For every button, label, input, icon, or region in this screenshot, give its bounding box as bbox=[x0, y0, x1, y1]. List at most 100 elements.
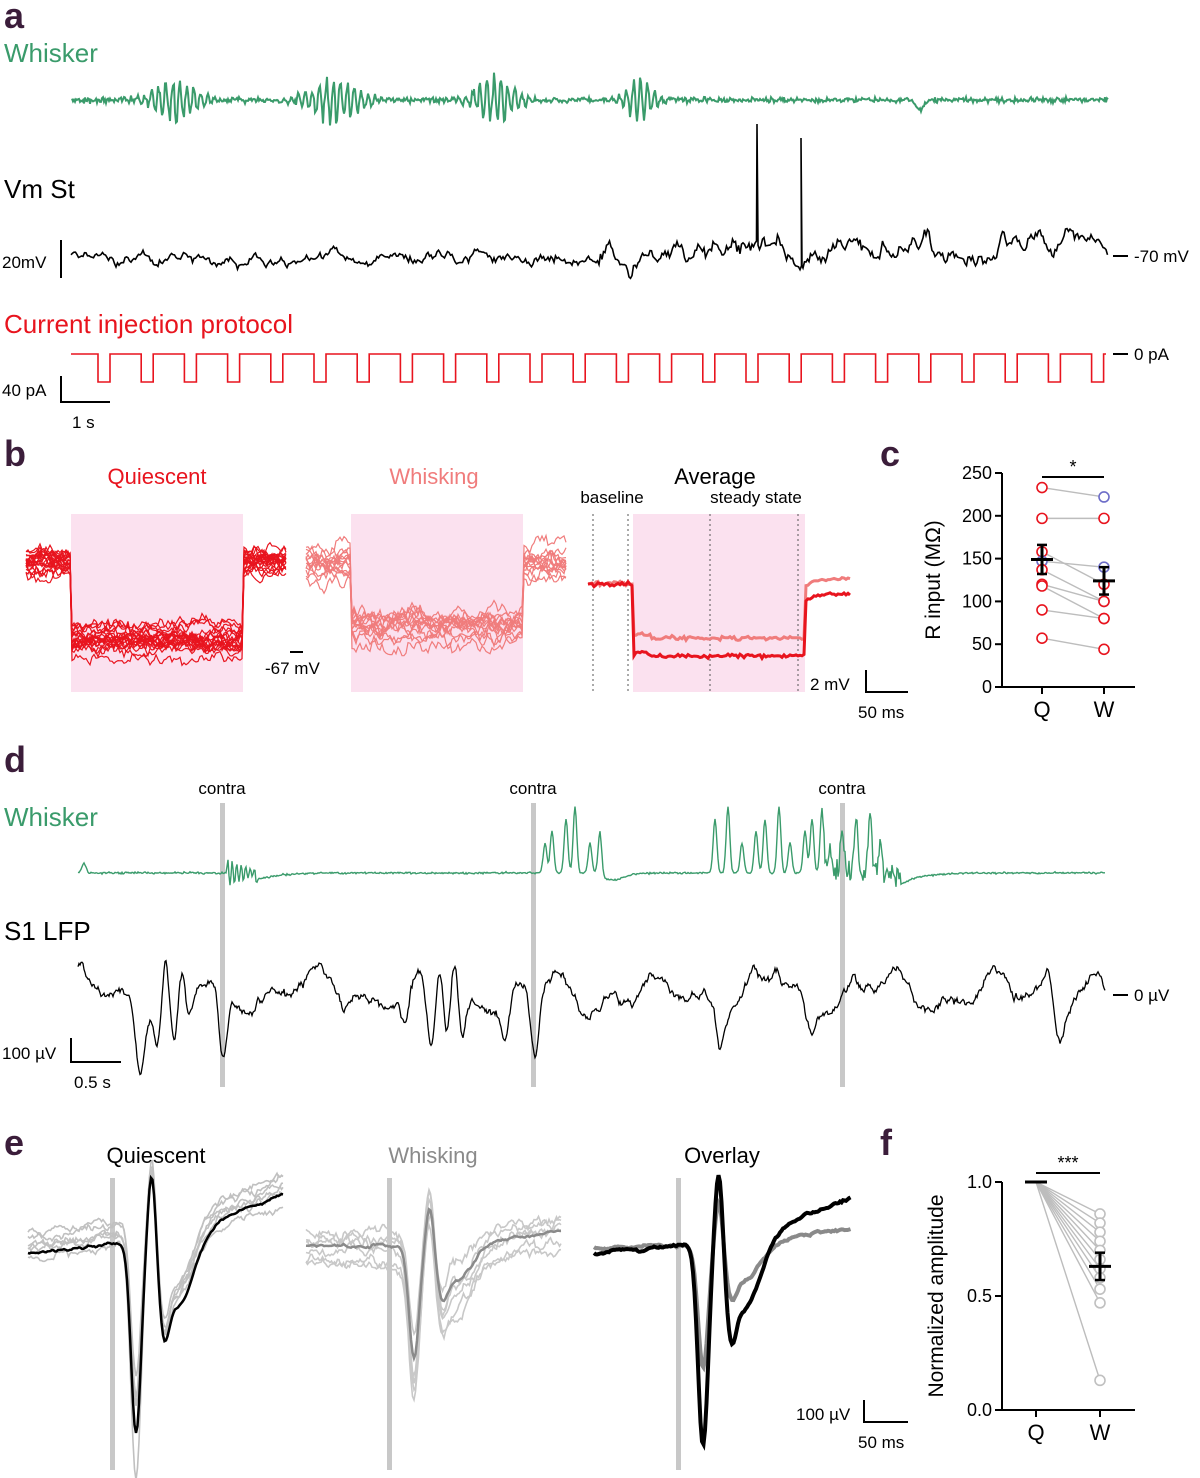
y-tick-label: 0.5 bbox=[967, 1286, 992, 1306]
y-axis-label: Normalized amplitude bbox=[925, 1194, 948, 1397]
pair-line bbox=[1035, 1181, 1101, 1242]
whisking-lfp-traces bbox=[305, 1186, 562, 1403]
whisking-title-b: Whisking bbox=[389, 464, 478, 489]
quiescent-shade bbox=[71, 514, 243, 692]
stim-bar-q bbox=[110, 1178, 115, 1470]
whisking-trial-trace bbox=[306, 1188, 562, 1384]
q-point bbox=[1036, 632, 1048, 645]
e-vscale-label: 100 µV bbox=[796, 1405, 851, 1424]
pair-line bbox=[1041, 560, 1105, 568]
lfp-trace bbox=[77, 959, 1106, 1076]
q-point bbox=[1036, 604, 1048, 616]
lfp-label: S1 LFP bbox=[4, 916, 91, 946]
q-point bbox=[1036, 481, 1048, 494]
chart-f: 0.0 0.5 1.0 Q W Normalized amplitude *** bbox=[925, 1153, 1135, 1445]
pair-line bbox=[1041, 551, 1105, 585]
vm-label: Vm St bbox=[4, 174, 76, 204]
w-point bbox=[1098, 612, 1110, 625]
y-tick-label: 0 bbox=[982, 677, 992, 697]
w-point bbox=[1094, 1374, 1106, 1387]
lfp-baseline-label: 0 µV bbox=[1134, 986, 1170, 1005]
whisking-shade bbox=[351, 514, 523, 692]
current-scale-label: 40 pA bbox=[2, 381, 47, 400]
quiescent-mean-trace bbox=[27, 1174, 284, 1434]
vm-trace bbox=[70, 123, 1109, 280]
baseline-label: baseline bbox=[580, 488, 643, 507]
contra-bar-3 bbox=[840, 803, 845, 1087]
whisker-label-d: Whisker bbox=[4, 802, 98, 832]
x-tick-label: W bbox=[1094, 697, 1115, 722]
y-tick-label: 250 bbox=[962, 463, 992, 483]
vm-ref-label: -67 mV bbox=[265, 659, 320, 678]
panel-letter-d: d bbox=[4, 739, 26, 780]
d-tscale-label: 0.5 s bbox=[74, 1073, 111, 1092]
panel-letter-f: f bbox=[880, 1122, 893, 1163]
significance-label: *** bbox=[1057, 1153, 1078, 1173]
b-vscale-label: 2 mV bbox=[810, 675, 850, 694]
quiescent-title-e: Quiescent bbox=[106, 1143, 205, 1168]
whisker-trace-d bbox=[77, 806, 1105, 887]
pair-line bbox=[1041, 569, 1105, 603]
b-scale-bar bbox=[865, 670, 908, 693]
quiescent-trace bbox=[25, 558, 287, 648]
w-point bbox=[1094, 1297, 1106, 1309]
pair-line bbox=[1035, 1181, 1101, 1260]
d-scale-bar bbox=[70, 1038, 121, 1063]
whisker-trace-a bbox=[71, 72, 1109, 126]
b-tscale-label: 50 ms bbox=[858, 703, 904, 722]
stim-bar-o bbox=[676, 1178, 681, 1470]
e-tscale-label: 50 ms bbox=[858, 1433, 904, 1452]
panel-letter-a: a bbox=[4, 0, 25, 36]
w-point bbox=[1094, 1283, 1106, 1295]
overlay-lfp-traces bbox=[592, 1174, 852, 1451]
x-tick-label: W bbox=[1090, 1420, 1111, 1445]
q-point bbox=[1036, 580, 1048, 592]
pair-line bbox=[1035, 1181, 1101, 1290]
w-point bbox=[1098, 595, 1110, 608]
x-tick-label: Q bbox=[1027, 1420, 1044, 1445]
current-label: Current injection protocol bbox=[4, 309, 293, 339]
pair-line bbox=[1035, 1181, 1101, 1279]
average-title-b: Average bbox=[674, 464, 756, 489]
overlay-quiescent-trace bbox=[592, 1174, 852, 1451]
quiescent-traces bbox=[25, 541, 287, 667]
time-scale-label-a: 1 s bbox=[72, 413, 95, 432]
whisking-mean-trace bbox=[305, 1207, 561, 1363]
y-axis-label: R input (MΩ) bbox=[922, 520, 945, 640]
q-point bbox=[1036, 512, 1048, 525]
average-shade bbox=[633, 514, 805, 692]
current-protocol-trace bbox=[71, 353, 1106, 383]
y-tick-label: 1.0 bbox=[967, 1172, 992, 1192]
significance-label: * bbox=[1069, 457, 1076, 477]
quiescent-lfp-traces bbox=[27, 1159, 284, 1478]
pair-line bbox=[1041, 583, 1105, 603]
contra-label-3: contra bbox=[818, 779, 866, 798]
pair-line bbox=[1035, 1181, 1101, 1304]
pair-line bbox=[1035, 1181, 1101, 1251]
y-tick-label: 200 bbox=[962, 506, 992, 526]
pair-line bbox=[1041, 609, 1105, 620]
vm-scale-label: 20mV bbox=[2, 253, 47, 272]
y-tick-label: 50 bbox=[972, 634, 992, 654]
contra-bar-2 bbox=[531, 803, 536, 1087]
panel-letter-e: e bbox=[4, 1122, 24, 1163]
panel-letter-b: b bbox=[4, 433, 26, 474]
pair-line bbox=[1041, 486, 1105, 498]
current-baseline-label: 0 pA bbox=[1134, 345, 1170, 364]
pair-line bbox=[1041, 585, 1105, 620]
d-vscale-label: 100 µV bbox=[2, 1044, 57, 1063]
y-tick-label: 0.0 bbox=[967, 1400, 992, 1420]
contra-label-1: contra bbox=[198, 779, 246, 798]
steady-state-label: steady state bbox=[710, 488, 802, 507]
pair-line bbox=[1035, 1181, 1101, 1215]
whisking-title-e: Whisking bbox=[388, 1143, 477, 1168]
current-scale-bar bbox=[60, 376, 110, 403]
quiescent-title-b: Quiescent bbox=[107, 464, 206, 489]
contra-label-2: contra bbox=[509, 779, 557, 798]
w-point bbox=[1098, 512, 1110, 525]
pair-line bbox=[1035, 1181, 1101, 1224]
pair-line bbox=[1035, 1181, 1101, 1270]
w-point bbox=[1098, 643, 1110, 656]
contra-bar-1 bbox=[220, 803, 225, 1087]
chart-c: 0 50 100 150 200 250 Q W R input (MΩ) * bbox=[922, 457, 1135, 722]
